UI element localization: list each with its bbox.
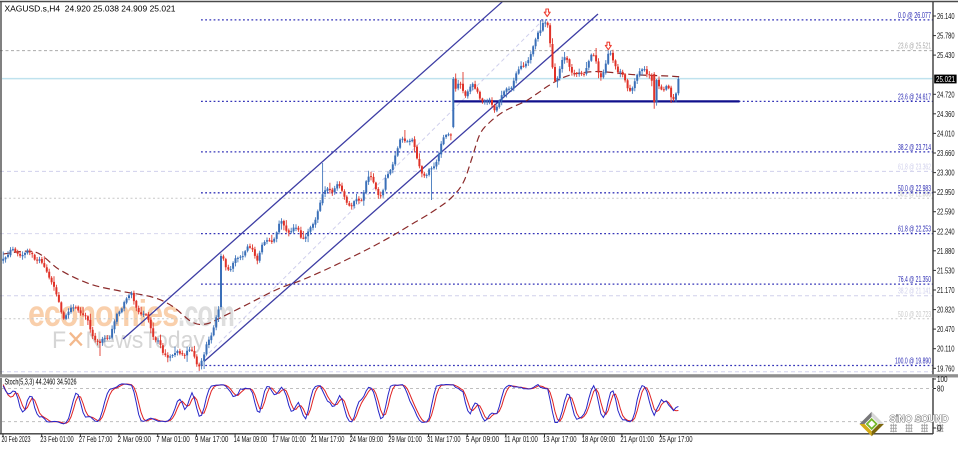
svg-text:11 Apr 01:00: 11 Apr 01:00 [504,435,538,444]
svg-text:22.950: 22.950 [937,187,955,197]
svg-text:23.6 @ 24.617: 23.6 @ 24.617 [898,92,931,101]
svg-text:25.780: 25.780 [937,31,955,41]
svg-text:20.470: 20.470 [937,324,955,334]
svg-text:25.021: 25.021 [936,74,955,84]
svg-text:21.170: 21.170 [937,285,955,295]
svg-text:economies.com: economies.com [28,293,234,334]
svg-text:38.2 @ 23.714: 38.2 @ 23.714 [898,143,931,152]
svg-text:50.0 @ 22.983: 50.0 @ 22.983 [898,184,931,193]
svg-text:23.6 @ 25.521: 23.6 @ 25.521 [898,42,931,51]
svg-text:31 Mar 17:00: 31 Mar 17:00 [427,435,461,444]
svg-text:100.0 @ 19.890: 100.0 @ 19.890 [895,357,931,366]
svg-text:21 Apr 01:00: 21 Apr 01:00 [620,435,654,444]
svg-text:17 Mar 01:00: 17 Mar 01:00 [272,435,306,444]
svg-text:38.2 @ 22.886: 38.2 @ 22.886 [898,189,931,198]
svg-text:2 Mar 09:00: 2 Mar 09:00 [118,435,152,444]
svg-text:20 Feb 2023: 20 Feb 2023 [2,435,31,444]
svg-text:24.360: 24.360 [937,109,955,119]
svg-text:21.880: 21.880 [937,246,955,256]
svg-text:76.4 @ 21.350: 76.4 @ 21.350 [898,275,931,284]
svg-text:24.010: 24.010 [937,128,955,138]
svg-text:22.240: 22.240 [937,226,955,236]
svg-text:23.300: 23.300 [937,168,955,178]
svg-text:50.0 @ 20.723: 50.0 @ 20.723 [898,310,931,319]
svg-text:25.430: 25.430 [937,50,955,60]
svg-text:100: 100 [937,374,948,384]
svg-text:5 Apr 09:00: 5 Apr 09:00 [466,435,500,444]
svg-text:61.8 @ 23.362: 61.8 @ 23.362 [898,162,931,171]
svg-text:23.660: 23.660 [937,148,955,158]
svg-text:18 Apr 09:00: 18 Apr 09:00 [582,435,616,444]
svg-text:29 Mar 01:00: 29 Mar 01:00 [388,435,422,444]
svg-text:61.8 @ 22.253: 61.8 @ 22.253 [898,225,931,234]
svg-text:23 Feb 01:00: 23 Feb 01:00 [40,435,74,444]
svg-text:14 Mar 09:00: 14 Mar 09:00 [234,435,268,444]
svg-text:9 Mar 17:00: 9 Mar 17:00 [195,435,229,444]
svg-text:19.760: 19.760 [937,363,955,373]
svg-text:26.140: 26.140 [937,11,955,21]
svg-text:20.820: 20.820 [937,305,955,315]
svg-text:20.110: 20.110 [937,344,955,354]
svg-text:XAGUSD.s,H4 24.920 25.038 24.: XAGUSD.s,H4 24.920 25.038 24.909 25.021 [5,3,176,13]
svg-text:Stoch(5,3,3) 44.2460 34.5026: Stoch(5,3,3) 44.2460 34.5026 [5,378,77,387]
svg-text:21.530: 21.530 [937,265,955,275]
svg-text:F✕NewsToday: F✕NewsToday [52,327,206,354]
svg-text:80: 80 [937,384,944,394]
svg-text:7 Mar 01:00: 7 Mar 01:00 [156,435,190,444]
svg-text:25 Apr 17:00: 25 Apr 17:00 [659,435,693,444]
svg-text:0.0 @ 26.077: 0.0 @ 26.077 [898,11,931,20]
svg-text:21 Mar 17:00: 21 Mar 17:00 [311,435,345,444]
svg-text:22.590: 22.590 [937,207,955,217]
svg-text:SiNO SOUND: SiNO SOUND [890,414,949,425]
svg-text:13 Apr 17:00: 13 Apr 17:00 [543,435,577,444]
svg-text:24.720: 24.720 [937,89,955,99]
svg-text:27 Feb 17:00: 27 Feb 17:00 [79,435,113,444]
svg-text:24 Mar 09:00: 24 Mar 09:00 [350,435,384,444]
svg-text:38.2 @ 21.141: 38.2 @ 21.141 [898,287,931,296]
svg-text:0: 0 [937,423,942,433]
